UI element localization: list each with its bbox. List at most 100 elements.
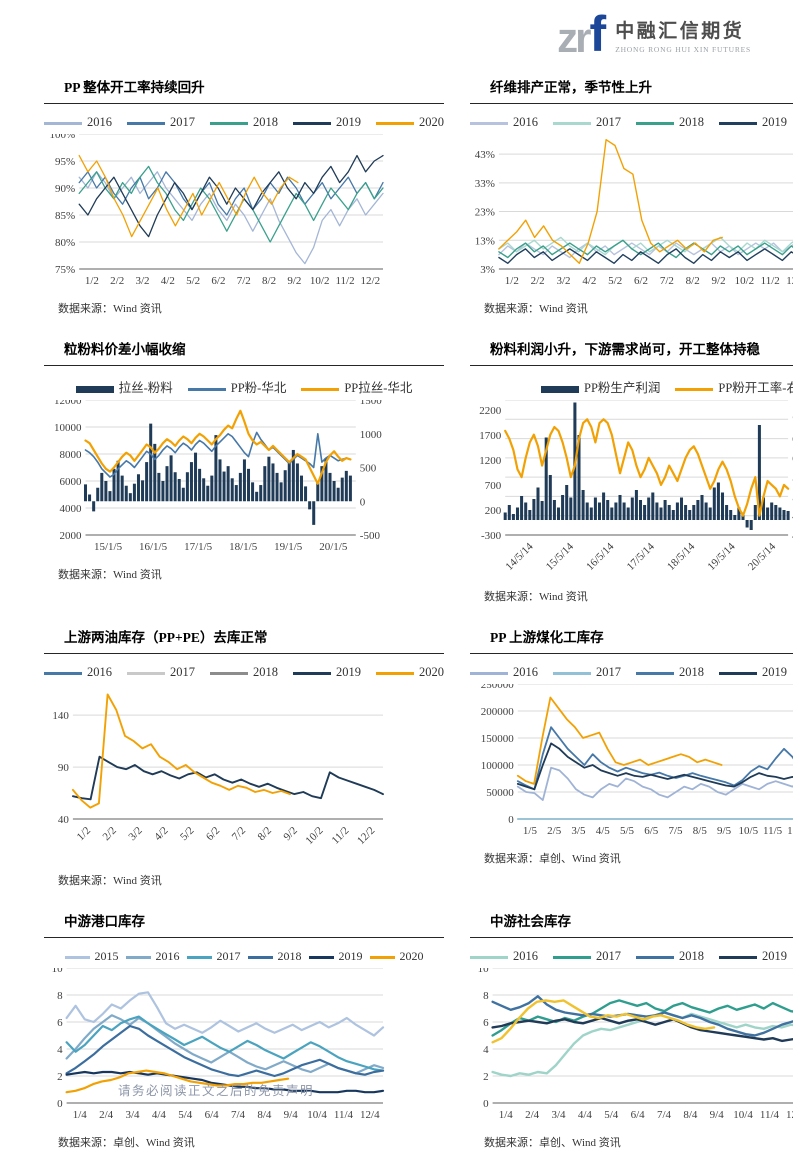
svg-text:10: 10 bbox=[52, 968, 64, 975]
svg-text:6/5: 6/5 bbox=[644, 825, 659, 837]
svg-text:8/2: 8/2 bbox=[262, 275, 276, 287]
legend-swatch bbox=[636, 955, 674, 959]
svg-text:4: 4 bbox=[57, 1044, 63, 1056]
legend-label: 2020 bbox=[399, 949, 424, 963]
legend-label: 2019 bbox=[336, 115, 361, 129]
svg-text:4/4: 4/4 bbox=[578, 1109, 593, 1121]
legend-label: PP粉开工率-右 bbox=[718, 381, 793, 395]
svg-text:16/5/14: 16/5/14 bbox=[584, 540, 617, 573]
legend-swatch bbox=[210, 121, 248, 125]
legend-item: PP粉生产利润 bbox=[541, 377, 660, 396]
svg-text:7/2: 7/2 bbox=[660, 275, 674, 287]
svg-text:9/4: 9/4 bbox=[284, 1109, 299, 1121]
legend-swatch bbox=[470, 955, 508, 959]
company-name-en: ZHONG RONG HUI XIN FUTURES bbox=[615, 44, 751, 54]
legend-item: 2020 bbox=[376, 115, 444, 130]
svg-text:17/1/5: 17/1/5 bbox=[184, 541, 213, 553]
svg-text:18/5/14: 18/5/14 bbox=[665, 540, 698, 573]
legend-item: 2015 bbox=[64, 949, 119, 964]
svg-text:5/4: 5/4 bbox=[178, 1109, 193, 1121]
svg-text:20/1/5: 20/1/5 bbox=[319, 541, 348, 553]
legend-label: 2016 bbox=[87, 665, 112, 679]
svg-text:6/2: 6/2 bbox=[204, 825, 222, 843]
legend-swatch bbox=[553, 671, 591, 675]
legend-item: 2020 bbox=[376, 665, 444, 680]
data-source: 数据来源：Wind 资讯 bbox=[58, 875, 162, 887]
chart-canvas: 2000 4000 6000 8000 10000 12000 -500 0 500 1000 15… bbox=[54, 395, 382, 553]
company-name-cn: 中融汇信期货 bbox=[615, 20, 745, 42]
legend-swatch bbox=[376, 121, 414, 125]
svg-text:3/2: 3/2 bbox=[135, 275, 149, 287]
legend-label: 2019 bbox=[338, 949, 363, 963]
chart-powder-profit: 粉料利润小升，下游需求尚可，开工整体持稳 PP粉生产利润 PP粉开工率-右 -30… bbox=[470, 338, 793, 604]
legend-swatch bbox=[376, 671, 414, 675]
svg-text:1/2: 1/2 bbox=[505, 275, 519, 287]
legend-item: 2019 bbox=[719, 949, 787, 964]
legend-item: 2018 bbox=[636, 949, 704, 964]
svg-text:4: 4 bbox=[483, 1044, 489, 1056]
legend-item: 2019 bbox=[719, 665, 787, 680]
svg-text:200: 200 bbox=[485, 505, 502, 517]
chart-legend: 2016 2017 2018 2019 2020 bbox=[44, 115, 444, 130]
svg-text:12/2: 12/2 bbox=[361, 275, 381, 287]
legend-item: 2016 bbox=[44, 665, 112, 680]
svg-text:5/4: 5/4 bbox=[604, 1109, 619, 1121]
chart-canvas: 0 2 4 6 8 10 1/4 2/4 3/4 4/4 5/4 6/4 7/4 8/4 9/4 10/4 11… bbox=[478, 963, 793, 1121]
svg-text:4/2: 4/2 bbox=[152, 825, 170, 843]
legend-item: 2019 bbox=[719, 115, 787, 130]
svg-text:10/4: 10/4 bbox=[733, 1109, 753, 1121]
legend-label: 2017 bbox=[596, 665, 621, 679]
svg-text:8: 8 bbox=[57, 990, 63, 1002]
legend-label: 2017 bbox=[216, 949, 241, 963]
chart-title: 中游港口库存 bbox=[64, 914, 145, 929]
svg-text:8: 8 bbox=[483, 990, 489, 1002]
legend-label: 2017 bbox=[596, 115, 621, 129]
legend-swatch bbox=[719, 671, 757, 675]
svg-text:75%: 75% bbox=[55, 264, 75, 276]
svg-text:9/4: 9/4 bbox=[710, 1109, 725, 1121]
legend-swatch bbox=[44, 671, 82, 675]
chart-canvas: 0 2 4 6 8 10 1/4 2/4 3/4 4/4 5/4 6/4 7/4 8/4 9/4 10/4 11… bbox=[52, 963, 385, 1121]
svg-text:17/5/14: 17/5/14 bbox=[625, 540, 658, 573]
legend-label: 2016 bbox=[87, 115, 112, 129]
svg-text:10/5: 10/5 bbox=[739, 825, 759, 837]
svg-text:80%: 80% bbox=[55, 237, 75, 249]
svg-text:2/2: 2/2 bbox=[110, 275, 124, 287]
chart-legend: PP粉生产利润 PP粉开工率-右 bbox=[470, 377, 793, 396]
svg-text:5/2: 5/2 bbox=[186, 275, 200, 287]
svg-text:11/4: 11/4 bbox=[760, 1109, 780, 1121]
svg-text:6/2: 6/2 bbox=[634, 275, 648, 287]
svg-text:11/4: 11/4 bbox=[334, 1109, 354, 1121]
legend-swatch bbox=[301, 387, 340, 391]
legend-item: 2016 bbox=[44, 115, 112, 130]
legend-swatch bbox=[553, 955, 591, 959]
svg-text:7/4: 7/4 bbox=[657, 1109, 672, 1121]
svg-text:20/5/14: 20/5/14 bbox=[746, 540, 779, 573]
legend-item: 2018 bbox=[247, 949, 302, 964]
legend-swatch bbox=[541, 385, 579, 393]
svg-text:12/4: 12/4 bbox=[786, 1109, 793, 1121]
svg-text:-500: -500 bbox=[360, 530, 381, 542]
legend-swatch bbox=[187, 387, 226, 391]
legend-label: 2017 bbox=[170, 115, 195, 129]
legend-item: 2016 bbox=[470, 115, 538, 130]
legend-swatch bbox=[247, 955, 273, 959]
svg-text:1/5: 1/5 bbox=[523, 825, 538, 837]
svg-text:2: 2 bbox=[483, 1071, 489, 1083]
legend-label: 2019 bbox=[762, 115, 787, 129]
legend-label: 2018 bbox=[679, 115, 704, 129]
svg-text:15/1/5: 15/1/5 bbox=[94, 541, 123, 553]
svg-text:3%: 3% bbox=[480, 264, 495, 276]
data-source: 数据来源：Wind 资讯 bbox=[58, 569, 162, 581]
svg-text:500: 500 bbox=[360, 463, 377, 475]
svg-text:6/4: 6/4 bbox=[205, 1109, 220, 1121]
legend-item: 2018 bbox=[636, 115, 704, 130]
legend-swatch bbox=[127, 121, 165, 125]
legend-swatch bbox=[553, 121, 591, 125]
svg-text:10/2: 10/2 bbox=[735, 275, 755, 287]
legend-swatch bbox=[127, 671, 165, 675]
svg-text:250000: 250000 bbox=[481, 684, 515, 691]
chart-port-inventory: 中游港口库存 2015 2016 2017 2018 2019 2020 0 2 4 6 8 10 1… bbox=[44, 910, 444, 1150]
